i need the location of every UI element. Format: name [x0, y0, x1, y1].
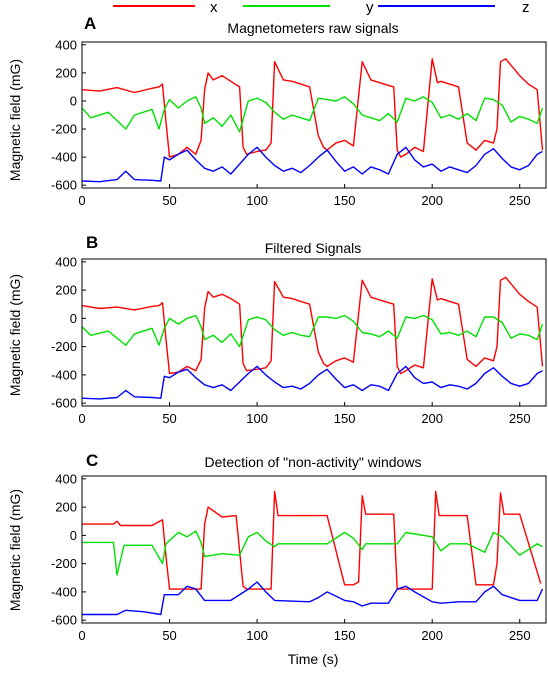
- series-line-x: [82, 490, 542, 590]
- x-tick-label: 0: [78, 411, 85, 426]
- x-tick-label: 200: [421, 193, 443, 208]
- x-tick-label: 150: [334, 193, 356, 208]
- y-tick-label: -200: [51, 122, 77, 137]
- x-tick-label: 100: [246, 193, 268, 208]
- series-line-y: [82, 530, 543, 576]
- panel-a-title: Magnetometers raw signals: [227, 20, 398, 36]
- x-tick-label: 150: [334, 628, 356, 643]
- panel-a-plot: -600 -400 -200 0 200 400 0 50 100 150 200 250: [51, 37, 547, 208]
- legend-label-x: x: [210, 0, 218, 16]
- x-tick-label: 100: [246, 628, 268, 643]
- x-tick-label: 250: [509, 628, 531, 643]
- y-tick-label: -200: [51, 556, 77, 571]
- panel-b-title: Filtered Signals: [265, 240, 362, 256]
- y-tick-label: 0: [70, 311, 77, 326]
- x-tick-label: 50: [162, 193, 176, 208]
- series-line-z: [82, 581, 544, 616]
- x-tick-label: 0: [78, 193, 85, 208]
- y-tick-label: 400: [55, 37, 77, 52]
- x-tick-label: 100: [246, 411, 268, 426]
- y-tick-label: 200: [55, 500, 77, 515]
- panel-b: B Filtered Signals Magnetic field (mG) -…: [7, 233, 547, 426]
- panel-a-letter: A: [84, 14, 96, 33]
- y-tick-label: -600: [51, 613, 77, 628]
- plot-frame: [81, 258, 547, 407]
- y-tick-label: -400: [51, 367, 77, 382]
- plot-frame: [81, 41, 547, 189]
- series-line-y: [82, 96, 544, 133]
- panel-a-ylabel: Magnetic field (mG): [7, 59, 23, 181]
- x-tick-label: 150: [334, 411, 356, 426]
- x-tick-label: 50: [162, 411, 176, 426]
- series-line-x: [82, 58, 544, 158]
- panel-b-ylabel: Magnetic field (mG): [7, 274, 23, 396]
- x-tick-label: 50: [162, 628, 176, 643]
- legend-label-y: y: [366, 0, 374, 16]
- series-line-z: [82, 146, 543, 183]
- x-tick-label: 200: [421, 628, 443, 643]
- y-tick-label: -400: [51, 150, 77, 165]
- panel-b-letter: B: [86, 233, 98, 252]
- y-tick-label: -600: [51, 396, 77, 411]
- y-tick-label: 200: [55, 283, 77, 298]
- panel-c-ylabel: Magnetic field (mG): [7, 489, 23, 611]
- x-tick-label: 200: [421, 411, 443, 426]
- x-axis-label: Time (s): [288, 651, 339, 667]
- x-tick-label: 250: [509, 411, 531, 426]
- series-line-y: [82, 314, 544, 348]
- legend-label-z: z: [522, 0, 530, 16]
- legend: x y z: [113, 0, 530, 16]
- y-tick-label: -600: [51, 178, 77, 193]
- panel-c-title: Detection of "non-activity" windows: [205, 454, 422, 470]
- y-tick-label: 200: [55, 65, 77, 80]
- y-tick-label: -400: [51, 584, 77, 599]
- y-tick-label: 400: [55, 471, 77, 486]
- y-tick-label: 0: [70, 528, 77, 543]
- series-line-x: [82, 276, 544, 375]
- y-tick-label: 0: [70, 93, 77, 108]
- panel-b-plot: -600 -400 -200 0 200 400 0 50 100 150 200 250: [51, 254, 547, 426]
- panel-a: A Magnetometers raw signals Magnetic fie…: [7, 14, 547, 208]
- panel-c: C Detection of "non-activity" windows Ma…: [7, 451, 547, 667]
- panel-c-letter: C: [86, 451, 98, 470]
- y-tick-label: -200: [51, 339, 77, 354]
- plot-frame: [81, 475, 547, 624]
- x-tick-label: 250: [509, 193, 531, 208]
- series-line-z: [82, 365, 543, 400]
- x-tick-label: 0: [78, 628, 85, 643]
- y-tick-label: 400: [55, 254, 77, 269]
- panel-c-plot: -600 -400 -200 0 200 400 0 50 100 150 200 250: [51, 471, 547, 643]
